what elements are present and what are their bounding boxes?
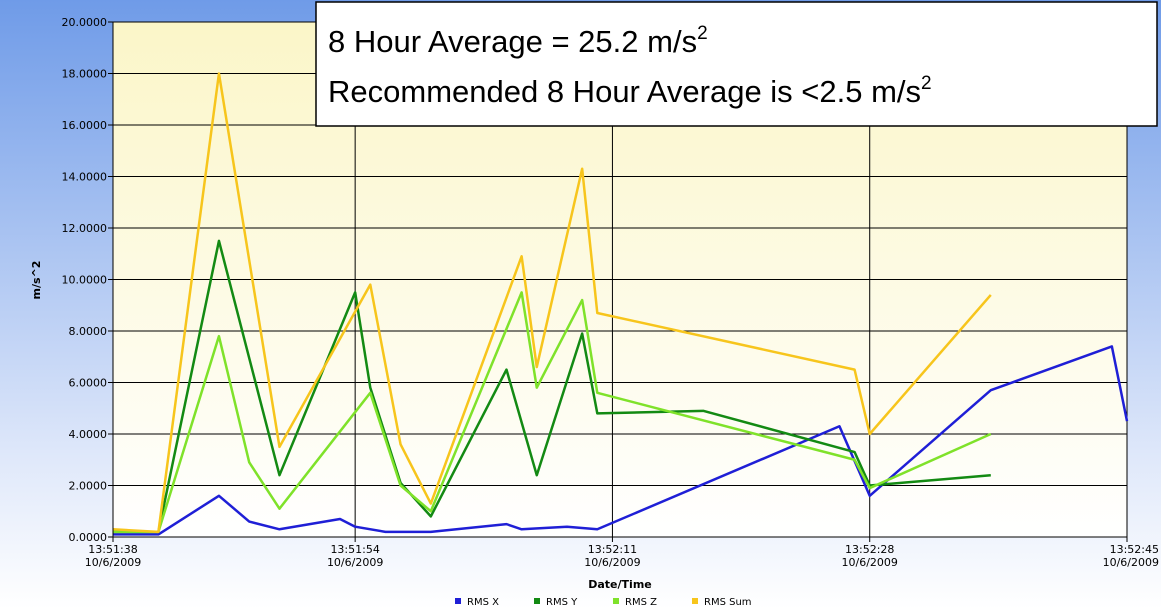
x-tick-label: 13:52:11	[588, 543, 637, 556]
annotation: Recommended 8 Hour Average is <2.5 m/s2	[328, 73, 932, 109]
y-axis-label: m/s^2	[30, 261, 43, 300]
x-tick-label: 13:52:45	[1110, 543, 1159, 556]
x-tick-label: 13:52:28	[845, 543, 894, 556]
annotation-text: 8 Hour Average = 25.2 m/s	[328, 24, 697, 59]
series-line	[113, 239, 991, 534]
annotation-superscript: 2	[921, 73, 932, 94]
y-tick-label: 0.0000	[69, 531, 108, 544]
y-tick-label: 10.0000	[62, 274, 108, 287]
y-tick-label: 20.0000	[62, 16, 108, 29]
x-tick-label: 10/6/2009	[327, 556, 383, 569]
series-line	[113, 291, 992, 534]
series-line	[112, 72, 992, 534]
legend-swatch	[692, 598, 698, 604]
annotation: 8 Hour Average = 25.2 m/s2	[328, 23, 708, 59]
legend-label: RMS X	[467, 597, 499, 608]
legend-label: RMS Sum	[704, 597, 752, 608]
x-tick-label: 10/6/2009	[584, 556, 640, 569]
legend-label: RMS Z	[625, 597, 657, 608]
annotation-superscript: 2	[697, 23, 708, 44]
legend-label: RMS Y	[546, 597, 578, 608]
y-tick-label: 14.0000	[62, 171, 108, 184]
annotation-box	[315, 1, 1158, 127]
x-tick-label: 10/6/2009	[85, 556, 141, 569]
y-tick-label: 12.0000	[62, 222, 108, 235]
y-tick-label: 18.0000	[62, 68, 108, 81]
y-tick-label: 4.0000	[69, 428, 108, 441]
y-tick-label: 6.0000	[69, 377, 108, 390]
x-axis-label: Date/Time	[588, 578, 652, 591]
legend-swatch	[613, 598, 619, 604]
x-tick-label: 10/6/2009	[842, 556, 898, 569]
legend-swatch	[534, 598, 540, 604]
annotation-text: Recommended 8 Hour Average is <2.5 m/s	[328, 74, 921, 109]
x-tick-label: 13:51:38	[88, 543, 137, 556]
y-tick-label: 8.0000	[69, 325, 108, 338]
x-tick-label: 13:51:54	[330, 543, 379, 556]
legend-swatch	[455, 598, 461, 604]
x-tick-label: 10/6/2009	[1103, 556, 1159, 569]
y-tick-label: 2.0000	[69, 480, 108, 493]
y-tick-label: 16.0000	[62, 119, 108, 132]
